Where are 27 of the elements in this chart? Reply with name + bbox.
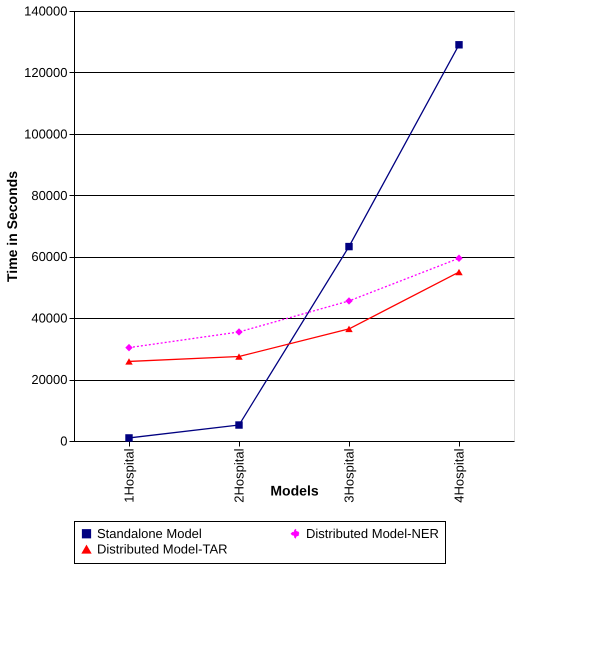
point: [235, 353, 243, 360]
point: [455, 268, 463, 276]
point: [345, 297, 353, 305]
legend-label: Distributed Model-TAR: [97, 542, 228, 556]
point: [345, 326, 353, 332]
point: [125, 358, 133, 365]
x-tick-label: 3Hospital: [342, 448, 356, 503]
y-tick-label: 20000: [31, 372, 68, 388]
y-tick-label: 140000: [24, 4, 68, 18]
y-tick-label: 40000: [31, 310, 68, 326]
legend-label: Distributed Model-NER: [306, 526, 439, 541]
y-axis-title: Time in Seconds: [4, 170, 20, 282]
x-tick-label: 1Hospital: [122, 448, 136, 503]
y-tick-label: 120000: [24, 64, 68, 80]
y-tick-label: 60000: [31, 249, 68, 264]
point: [235, 328, 243, 336]
y-tick-label: 0: [60, 434, 68, 448]
point: [125, 344, 133, 352]
x-axis-title: Models: [270, 482, 319, 499]
y-tick-label: 100000: [24, 126, 68, 142]
point: [345, 242, 353, 250]
point: [455, 41, 463, 48]
legend-label: Standalone Model: [97, 526, 202, 541]
x-tick-label: 4Hospital: [452, 448, 466, 503]
x-tick-label: 2Hospital: [232, 448, 246, 503]
y-tick-label: 80000: [31, 188, 68, 203]
point: [125, 434, 133, 442]
